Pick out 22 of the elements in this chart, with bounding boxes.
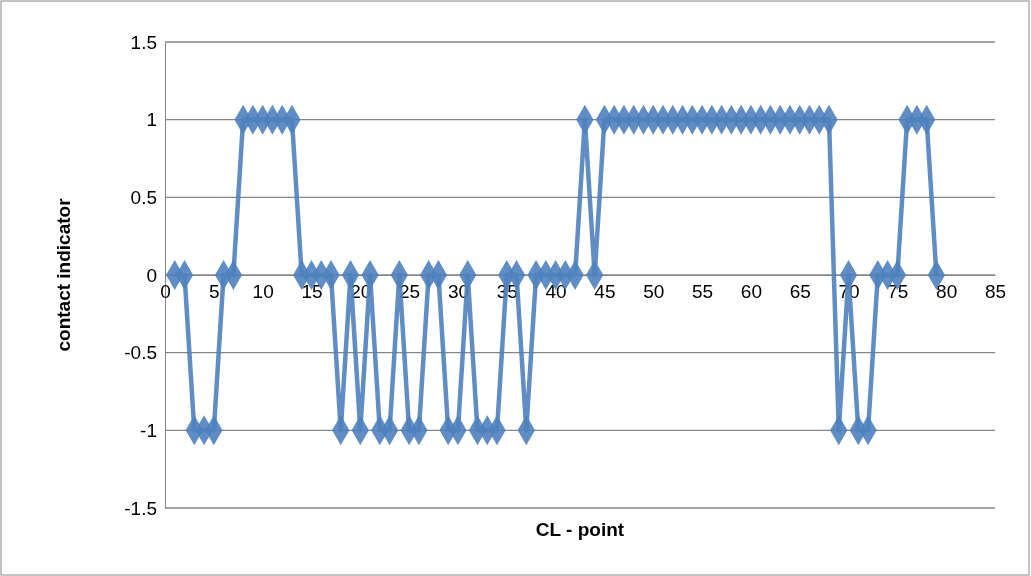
x-tick-label: 10 [252, 281, 274, 303]
x-tick-label: 50 [643, 281, 665, 303]
y-tick-label: 0 [146, 264, 157, 286]
x-tick-label: 65 [789, 281, 811, 303]
x-axis-title: CL - point [535, 519, 625, 540]
x-tick-label: 80 [936, 281, 958, 303]
x-tick-label: 45 [594, 281, 616, 303]
y-tick-label: -0.5 [124, 342, 157, 364]
y-tick-label: -1 [140, 419, 157, 441]
y-tick-label: 1.5 [130, 31, 157, 53]
x-tick-label: 75 [887, 281, 909, 303]
x-tick-label: 85 [984, 281, 1007, 303]
x-tick-label: 5 [209, 281, 220, 303]
y-axis-title: contact indicator [53, 197, 74, 352]
y-tick-label: -1.5 [124, 497, 157, 519]
y-tick-label: 1 [146, 109, 157, 131]
x-tick-label: 0 [160, 281, 171, 303]
x-tick-label: 60 [740, 281, 762, 303]
x-tick-label: 40 [545, 281, 567, 303]
y-tick-label: 0.5 [130, 186, 157, 208]
x-tick-label: 15 [301, 281, 323, 303]
x-tick-label: 55 [691, 281, 714, 303]
